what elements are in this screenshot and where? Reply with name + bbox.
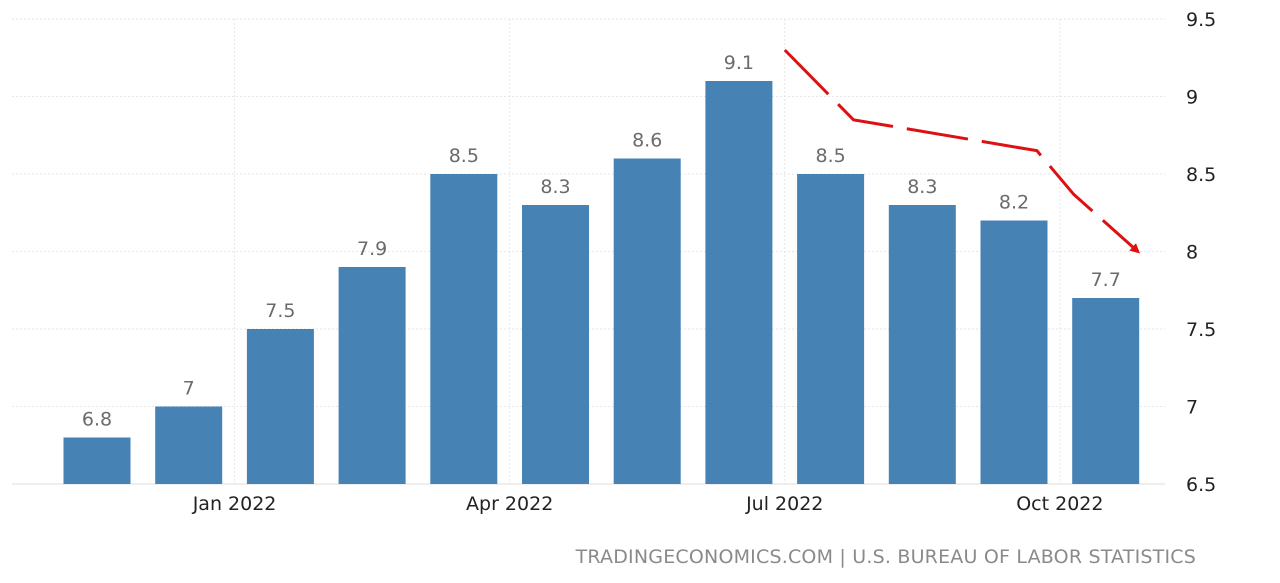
- data-label: 8.6: [632, 130, 662, 152]
- bar: [63, 437, 131, 484]
- bar: [613, 158, 681, 484]
- y-tick-label: 9: [1186, 87, 1198, 109]
- data-label: 8.3: [907, 176, 937, 198]
- bar: [705, 81, 773, 484]
- data-label: 6.8: [82, 409, 112, 431]
- trend-arrow: [783, 48, 1141, 254]
- y-tick-label: 8: [1186, 242, 1198, 264]
- x-tick-label: Oct 2022: [1016, 493, 1103, 515]
- bar: [980, 220, 1048, 484]
- bar-series: [63, 81, 1140, 484]
- data-label: 7.9: [357, 238, 387, 260]
- bar: [338, 267, 406, 484]
- data-label: 8.3: [540, 176, 570, 198]
- y-tick-label: 7: [1186, 397, 1198, 419]
- x-tick-label: Jul 2022: [745, 493, 823, 515]
- bar: [1072, 298, 1140, 484]
- data-labels: 6.8 7 7.5 7.9 8.5 8.3 8.6 9.1 8.5 8.3 8.2 7.7: [82, 52, 1121, 431]
- data-label: 7: [183, 378, 195, 400]
- data-label: 8.5: [815, 145, 845, 167]
- bar: [430, 174, 498, 484]
- x-tick-label: Apr 2022: [466, 493, 553, 515]
- y-tick-label: 8.5: [1186, 164, 1216, 186]
- data-label: 8.2: [999, 192, 1029, 214]
- bar: [155, 406, 223, 484]
- bar: [246, 329, 314, 484]
- bar: [522, 205, 589, 484]
- data-label: 9.1: [724, 52, 754, 74]
- y-tick-label: 6.5: [1186, 474, 1216, 496]
- bar: [888, 205, 956, 484]
- data-label: 7.7: [1091, 269, 1121, 291]
- source-attribution: TRADINGECONOMICS.COM | U.S. BUREAU OF LA…: [575, 546, 1196, 568]
- data-label: 8.5: [449, 145, 479, 167]
- bar: [797, 174, 865, 484]
- downtrend-arrow: [783, 48, 1141, 254]
- x-tick-label: Jan 2022: [192, 493, 277, 515]
- y-tick-label: 9.5: [1186, 9, 1216, 31]
- y-tick-label: 7.5: [1186, 319, 1216, 341]
- data-label: 7.5: [265, 300, 295, 322]
- y-axis: 6.5 7 7.5 8 8.5 9 9.5: [1186, 9, 1216, 496]
- x-axis: Jan 2022 Apr 2022 Jul 2022 Oct 2022: [192, 493, 1104, 515]
